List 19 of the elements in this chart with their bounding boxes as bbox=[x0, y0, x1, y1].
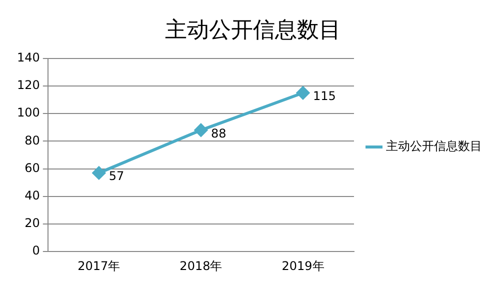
legend-label: 主动公开信息数目 bbox=[386, 139, 482, 154]
point bbox=[194, 124, 208, 137]
data-label: 57 bbox=[108, 169, 124, 184]
y-tick-label: 140 bbox=[17, 50, 40, 65]
point bbox=[92, 166, 106, 180]
y-tick-label: 0 bbox=[32, 244, 40, 258]
x-tick-label: 2018年 bbox=[180, 258, 222, 273]
y-tick-label: 100 bbox=[17, 106, 40, 120]
y-tick-label: 120 bbox=[17, 78, 40, 92]
y-tick-label: 80 bbox=[24, 133, 40, 148]
y-tick-label: 20 bbox=[24, 216, 40, 230]
data-label: 115 bbox=[312, 89, 336, 104]
chart-title: 主动公开信息数目 bbox=[165, 18, 341, 43]
data-label: 88 bbox=[210, 126, 226, 140]
x-tick-label: 2019年 bbox=[282, 258, 324, 273]
point bbox=[296, 86, 310, 100]
y-tick-label: 40 bbox=[24, 188, 40, 203]
x-tick-label: 2017年 bbox=[78, 258, 120, 273]
y-tick-label: 60 bbox=[24, 160, 40, 175]
